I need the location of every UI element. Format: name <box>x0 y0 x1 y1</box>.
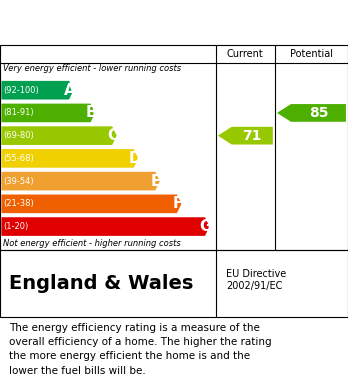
Text: D: D <box>128 151 141 166</box>
Polygon shape <box>1 104 95 122</box>
Text: (1-20): (1-20) <box>3 222 29 231</box>
Polygon shape <box>218 127 273 145</box>
Polygon shape <box>1 126 117 145</box>
Text: (55-68): (55-68) <box>3 154 34 163</box>
Text: 71: 71 <box>243 129 262 143</box>
Text: EU Directive
2002/91/EC: EU Directive 2002/91/EC <box>226 269 286 291</box>
Text: (21-38): (21-38) <box>3 199 34 208</box>
Polygon shape <box>1 172 160 190</box>
Polygon shape <box>1 81 73 100</box>
Text: England & Wales: England & Wales <box>9 274 193 293</box>
Text: G: G <box>199 219 212 234</box>
Text: 85: 85 <box>309 106 328 120</box>
Text: F: F <box>172 196 183 211</box>
Text: (92-100): (92-100) <box>3 86 39 95</box>
Text: Energy Efficiency Rating: Energy Efficiency Rating <box>9 13 238 32</box>
Text: Current: Current <box>227 49 264 59</box>
Text: Potential: Potential <box>290 49 333 59</box>
Polygon shape <box>1 217 209 236</box>
Text: (81-91): (81-91) <box>3 108 34 117</box>
Text: (69-80): (69-80) <box>3 131 34 140</box>
Text: C: C <box>107 128 118 143</box>
Polygon shape <box>1 149 138 168</box>
Polygon shape <box>277 104 346 122</box>
Text: (39-54): (39-54) <box>3 177 34 186</box>
Text: B: B <box>86 106 97 120</box>
Text: The energy efficiency rating is a measure of the
overall efficiency of a home. T: The energy efficiency rating is a measur… <box>9 323 271 376</box>
Text: A: A <box>64 83 76 98</box>
Polygon shape <box>1 194 181 213</box>
Text: Not energy efficient - higher running costs: Not energy efficient - higher running co… <box>3 239 181 248</box>
Text: E: E <box>151 174 161 188</box>
Text: Very energy efficient - lower running costs: Very energy efficient - lower running co… <box>3 65 182 74</box>
